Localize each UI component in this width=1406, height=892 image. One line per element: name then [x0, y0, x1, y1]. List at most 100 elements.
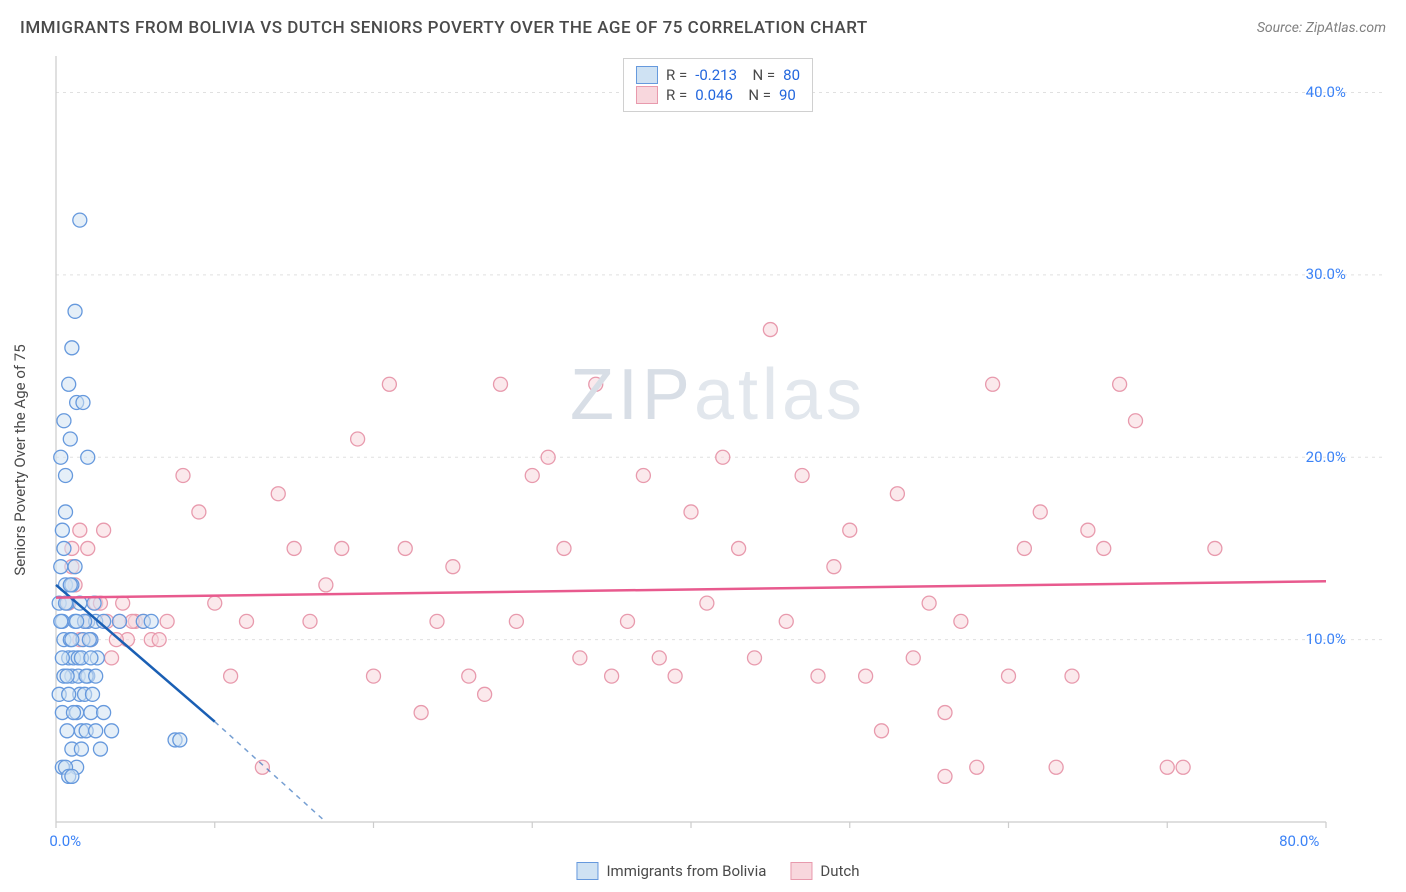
stats-n-label: N =	[745, 66, 775, 84]
data-point	[224, 669, 238, 683]
stats-legend-row: R = 0.046 N = 90	[636, 85, 800, 105]
data-point	[54, 450, 68, 464]
legend-label: Dutch	[820, 862, 859, 880]
data-point	[636, 468, 650, 482]
data-point	[55, 651, 69, 665]
data-point	[1081, 523, 1095, 537]
data-point	[93, 742, 107, 756]
data-point	[827, 560, 841, 574]
data-point	[684, 505, 698, 519]
data-point	[1049, 760, 1063, 774]
data-point	[525, 468, 539, 482]
data-point	[65, 769, 79, 783]
data-point	[240, 614, 254, 628]
bottom-legend-item: Dutch	[790, 862, 859, 880]
data-point	[84, 706, 98, 720]
data-point	[59, 505, 73, 519]
data-point	[160, 614, 174, 628]
data-point	[84, 651, 98, 665]
data-point	[446, 560, 460, 574]
bottom-legend-item: Immigrants from Bolivia	[576, 862, 766, 880]
data-point	[81, 541, 95, 555]
data-point	[621, 614, 635, 628]
data-point	[73, 523, 87, 537]
data-point	[795, 468, 809, 482]
data-point	[57, 414, 71, 428]
data-point	[1113, 377, 1127, 391]
data-point	[63, 578, 77, 592]
data-point	[1017, 541, 1031, 555]
data-point	[875, 724, 889, 738]
axis-tick-label: 0.0%	[49, 832, 81, 850]
data-point	[843, 523, 857, 537]
data-point	[732, 541, 746, 555]
data-point	[938, 706, 952, 720]
stats-n-value: 90	[779, 86, 796, 104]
data-point	[82, 633, 96, 647]
data-point	[62, 687, 76, 701]
stats-legend-row: R = -0.213 N = 80	[636, 65, 800, 85]
legend-swatch	[790, 862, 812, 880]
data-point	[398, 541, 412, 555]
data-point	[970, 760, 984, 774]
data-point	[1097, 541, 1111, 555]
data-point	[779, 614, 793, 628]
data-point	[462, 669, 476, 683]
data-point	[986, 377, 1000, 391]
data-point	[1002, 669, 1016, 683]
data-point	[652, 651, 666, 665]
data-point	[700, 596, 714, 610]
data-point	[55, 523, 69, 537]
stats-n-label: N =	[741, 86, 771, 104]
data-point	[811, 669, 825, 683]
legend-swatch	[636, 86, 658, 104]
data-point	[954, 614, 968, 628]
data-point	[938, 769, 952, 783]
data-point	[60, 724, 74, 738]
data-point	[54, 560, 68, 574]
data-point	[367, 669, 381, 683]
data-point	[152, 633, 166, 647]
trend-line	[56, 581, 1326, 597]
data-point	[105, 724, 119, 738]
stats-r-value: -0.213	[695, 66, 737, 84]
data-point	[748, 651, 762, 665]
legend-swatch	[636, 66, 658, 84]
data-point	[541, 450, 555, 464]
data-point	[478, 687, 492, 701]
data-point	[173, 733, 187, 747]
axis-tick-label: 10.0%	[1306, 630, 1346, 648]
data-point	[76, 396, 90, 410]
data-point	[589, 377, 603, 391]
data-point	[70, 614, 84, 628]
axis-tick-label: 40.0%	[1306, 83, 1346, 101]
y-axis-label: Seniors Poverty Over the Age of 75	[11, 344, 29, 575]
data-point	[62, 377, 76, 391]
data-point	[65, 341, 79, 355]
trend-line-extrapolated	[215, 722, 326, 822]
data-point	[906, 651, 920, 665]
data-point	[63, 432, 77, 446]
data-point	[59, 468, 73, 482]
axis-tick-label: 20.0%	[1306, 448, 1346, 466]
data-point	[255, 760, 269, 774]
data-point	[74, 742, 88, 756]
scatter-plot	[50, 50, 1386, 852]
data-point	[859, 669, 873, 683]
data-point	[1176, 760, 1190, 774]
data-point	[1033, 505, 1047, 519]
data-point	[319, 578, 333, 592]
chart-container: Seniors Poverty Over the Age of 75 ZIPat…	[50, 50, 1386, 852]
stats-legend: R = -0.213 N = 80 R = 0.046 N = 90	[623, 58, 813, 112]
data-point	[54, 614, 68, 628]
data-point	[335, 541, 349, 555]
data-point	[68, 304, 82, 318]
data-point	[303, 614, 317, 628]
data-point	[105, 651, 119, 665]
data-point	[208, 596, 222, 610]
data-point	[890, 487, 904, 501]
data-point	[1129, 414, 1143, 428]
data-point	[763, 323, 777, 337]
stats-r-label: R =	[666, 86, 687, 104]
data-point	[89, 724, 103, 738]
